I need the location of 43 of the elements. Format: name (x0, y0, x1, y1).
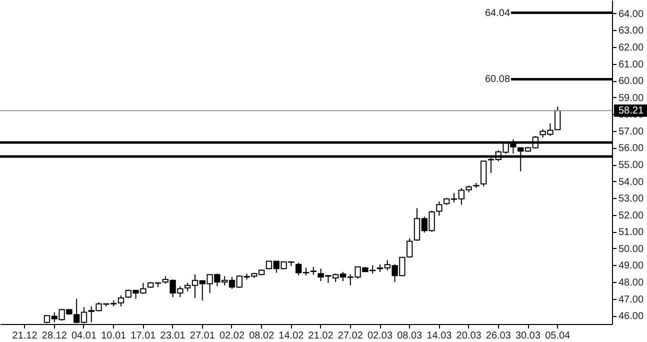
y-tick-label: 50.00 (618, 244, 644, 255)
x-tick-label: 02.03 (367, 330, 393, 342)
x-tick-label: 21.12 (12, 330, 38, 342)
x-tick-label: 17.01 (130, 330, 156, 342)
x-tick-label: 30.03 (515, 330, 541, 342)
y-tick-label: 56.00 (618, 143, 644, 154)
y-tick-label: 57.00 (618, 126, 644, 138)
y-tick-label: 63.00 (618, 26, 644, 37)
y-tick-label: 62.00 (618, 42, 644, 54)
x-tick-label: 08.02 (249, 330, 275, 342)
x-tick-label: 28.12 (42, 330, 68, 342)
x-tick-label: 04.01 (71, 330, 97, 342)
y-tick-label: 60.00 (618, 76, 644, 88)
y-tick-label: 54.00 (618, 176, 644, 188)
y-tick-label: 52.00 (618, 210, 644, 222)
y-tick-label: 53.00 (618, 194, 644, 205)
candlestick (480, 160, 487, 187)
x-tick-label: 27.01 (190, 330, 216, 342)
y-tick-label: 59.00 (618, 92, 644, 104)
y-tick-label: 61.00 (618, 59, 644, 70)
x-tick-label: 14.03 (426, 330, 452, 342)
y-tick-label: 55.00 (618, 160, 644, 172)
x-tick-label: 14.02 (278, 330, 304, 342)
x-tick-label: 02.02 (219, 330, 245, 342)
y-tick-label: 64.00 (618, 8, 644, 20)
candlestick (554, 106, 561, 131)
x-tick-label: 21.02 (308, 330, 334, 342)
x-tick-label: 05.04 (545, 330, 571, 342)
x-tick-label: 26.03 (486, 330, 512, 342)
x-tick-label: 23.01 (160, 330, 186, 342)
y-tick-label: 51.00 (618, 227, 644, 238)
x-tick-label: 27.02 (338, 330, 364, 342)
ref-line-label: 64.04 (484, 8, 510, 19)
x-tick-label: 10.01 (101, 330, 127, 342)
y-tick-label: 48.00 (618, 278, 644, 289)
y-tick-label: 46.00 (618, 311, 644, 322)
x-tick-label: 08.03 (397, 330, 423, 342)
y-tick-label: 49.00 (618, 260, 644, 272)
y-tick-label: 47.00 (618, 294, 644, 306)
x-tick-label: 20.03 (456, 330, 482, 342)
ref-line-label: 60.08 (484, 74, 510, 86)
candlestick (436, 200, 442, 216)
ref-line-label: 58.21 (618, 106, 644, 117)
